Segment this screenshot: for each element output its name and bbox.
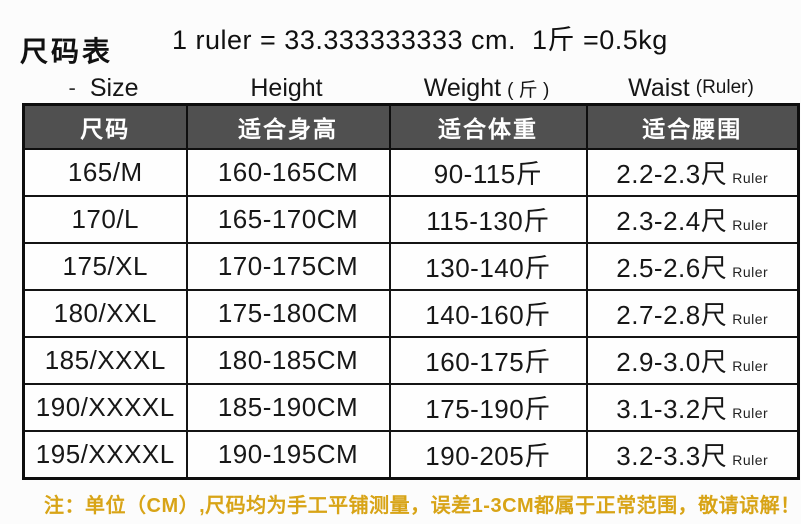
- ruler-suffix: Ruler: [732, 358, 769, 374]
- height-cell: 185-190CM: [185, 383, 391, 432]
- weight-cell: 175-190斤: [388, 383, 588, 432]
- header-cell-waist: 适合腰围: [585, 103, 800, 150]
- ruler-suffix: Ruler: [732, 452, 769, 468]
- waist-value: 2.7-2.8尺: [616, 300, 728, 330]
- waist-value: 3.1-3.2尺: [616, 394, 728, 424]
- waist-value: 2.9-3.0尺: [616, 347, 728, 377]
- header-cell-weight: 适合体重: [388, 103, 588, 150]
- unit-conversion-note: 1 ruler = 33.333333333 cm. 1斤 =0.5kg: [172, 25, 668, 55]
- waist-value: 2.2-2.3尺: [616, 159, 728, 189]
- waist-cell: 2.2-2.3尺 Ruler: [585, 148, 800, 197]
- size-cell: 195/XXXXL: [22, 430, 188, 480]
- waist-unit-label: (Ruler): [695, 77, 754, 98]
- size-cell: 165/M: [22, 148, 188, 197]
- column-header-weight-label: Weight: [423, 73, 502, 102]
- ruler-suffix: Ruler: [732, 264, 769, 280]
- waist-value: 2.5-2.6尺: [616, 253, 728, 283]
- height-cell: 170-175CM: [185, 242, 391, 291]
- waist-cell: 2.5-2.6尺 Ruler: [585, 242, 800, 291]
- dash-marker: -: [68, 75, 76, 100]
- column-header-size-label: Size: [89, 73, 139, 102]
- height-cell: 165-170CM: [185, 195, 391, 244]
- height-cell: 160-165CM: [185, 148, 391, 197]
- table-row: 170/L 165-170CM 115-130斤 2.3-2.4尺 Ruler: [22, 195, 800, 244]
- waist-cell: 3.2-3.3尺 Ruler: [585, 430, 800, 480]
- table-row: 175/XL 170-175CM 130-140斤 2.5-2.6尺 Ruler: [22, 242, 800, 291]
- english-column-headers: - Size Height Weight ( 斤 ) Waist (Ruler): [22, 72, 797, 104]
- weight-cell: 130-140斤: [388, 242, 588, 291]
- size-cell: 170/L: [22, 195, 188, 244]
- size-cell: 180/XXL: [22, 289, 188, 338]
- height-cell: 175-180CM: [185, 289, 391, 338]
- weight-cell: 90-115斤: [388, 148, 588, 197]
- waist-value: 3.2-3.3尺: [616, 441, 728, 471]
- table-header-row: 尺码 适合身高 适合体重 适合腰围: [22, 103, 800, 150]
- table-row: 180/XXL 175-180CM 140-160斤 2.7-2.8尺 Ruler: [22, 289, 800, 338]
- table-row: 190/XXXXL 185-190CM 175-190斤 3.1-3.2尺 Rul…: [22, 383, 800, 432]
- size-cell: 185/XXXL: [22, 336, 188, 385]
- column-header-height: Height: [185, 72, 388, 104]
- table-row: 185/XXXL 180-185CM 160-175斤 2.9-3.0尺 Rule…: [22, 336, 800, 385]
- ruler-suffix: Ruler: [732, 405, 769, 421]
- weight-cell: 190-205斤: [388, 430, 588, 480]
- column-header-waist: Waist (Ruler): [585, 72, 797, 104]
- ruler-suffix: Ruler: [732, 170, 769, 186]
- waist-value: 2.3-2.4尺: [616, 206, 728, 236]
- column-header-weight: Weight ( 斤 ): [388, 72, 585, 104]
- column-header-height-label: Height: [250, 73, 323, 102]
- waist-cell: 2.7-2.8尺 Ruler: [585, 289, 800, 338]
- measurement-disclaimer-note: 注：单位（CM）,尺码均为手工平铺测量，误差1-3CM都属于正常范围，敬请谅解！: [44, 495, 801, 517]
- weight-unit-label: ( 斤 ): [507, 79, 550, 101]
- ruler-suffix: Ruler: [732, 311, 769, 327]
- page-title: 尺码表: [20, 36, 114, 67]
- waist-cell: 2.3-2.4尺 Ruler: [585, 195, 800, 244]
- weight-cell: 115-130斤: [388, 195, 588, 244]
- header-cell-height: 适合身高: [185, 103, 391, 150]
- ruler-suffix: Ruler: [732, 217, 769, 233]
- column-header-size: - Size: [22, 72, 185, 104]
- size-chart-table: 尺码 适合身高 适合体重 适合腰围 165/M 160-165CM 90-115…: [22, 103, 800, 480]
- height-cell: 190-195CM: [185, 430, 391, 480]
- waist-cell: 3.1-3.2尺 Ruler: [585, 383, 800, 432]
- size-cell: 190/XXXXL: [22, 383, 188, 432]
- header-cell-size: 尺码: [22, 103, 188, 150]
- waist-cell: 2.9-3.0尺 Ruler: [585, 336, 800, 385]
- height-cell: 180-185CM: [185, 336, 391, 385]
- table-row: 195/XXXXL 190-195CM 190-205斤 3.2-3.3尺 Rul…: [22, 430, 800, 480]
- table-row: 165/M 160-165CM 90-115斤 2.2-2.3尺 Ruler: [22, 148, 800, 197]
- weight-cell: 160-175斤: [388, 336, 588, 385]
- weight-cell: 140-160斤: [388, 289, 588, 338]
- column-header-waist-label: Waist: [628, 73, 690, 102]
- size-cell: 175/XL: [22, 242, 188, 291]
